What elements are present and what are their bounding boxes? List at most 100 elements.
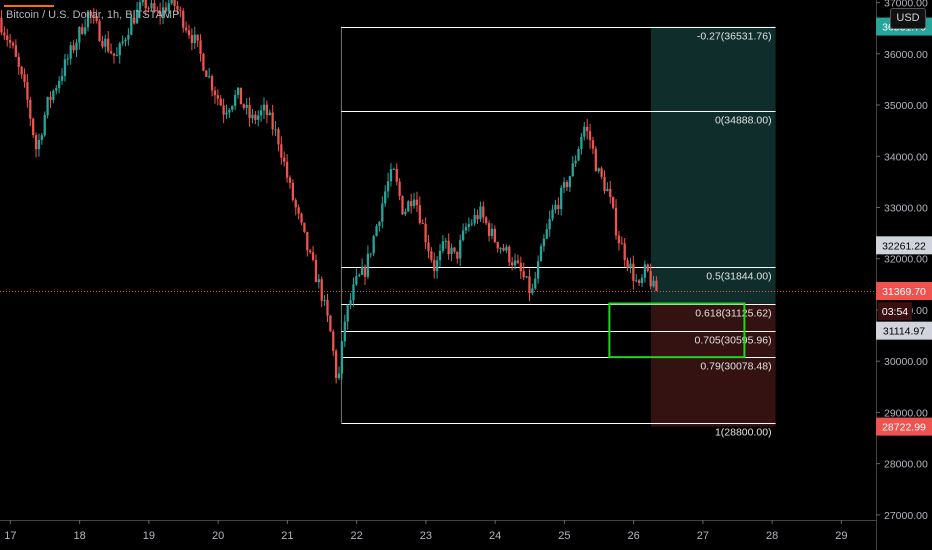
candle-body — [182, 10, 185, 28]
candle-body — [363, 266, 367, 277]
candle-body — [23, 74, 26, 83]
candle-body — [0, 17, 3, 33]
candle-body — [482, 206, 485, 218]
candle-body — [366, 253, 370, 277]
candle-body — [404, 211, 407, 215]
candle-body — [502, 247, 505, 251]
candle-body — [398, 181, 401, 196]
candle-body — [187, 30, 191, 36]
fib-level-label: 0.705(30595.96) — [695, 335, 772, 347]
candle-body — [410, 201, 413, 206]
candle-body — [386, 181, 390, 192]
candle-body — [453, 247, 456, 252]
currency-button[interactable]: USD — [890, 8, 926, 29]
candle-body — [461, 230, 465, 240]
candle-body — [597, 168, 600, 172]
buy-zone-box — [608, 302, 746, 359]
candle-body — [352, 284, 355, 301]
candle-body — [257, 115, 260, 120]
candle-body — [632, 263, 635, 281]
candle-body — [98, 21, 101, 42]
candle-body — [46, 97, 49, 116]
x-tick-label: 17 — [4, 530, 16, 542]
x-tick-label: 25 — [558, 530, 570, 542]
x-tick-label: 28 — [766, 530, 778, 542]
candle-body — [545, 229, 548, 239]
candle-body — [346, 305, 349, 322]
candle-body — [3, 32, 6, 36]
candle-body — [248, 104, 251, 119]
candle-body — [81, 27, 84, 34]
candle-body — [124, 39, 127, 42]
candle-body — [603, 176, 606, 192]
candle-body — [534, 278, 537, 289]
candle-body — [6, 35, 9, 40]
y-tick-label: 33000.00 — [884, 202, 928, 214]
candle-body — [551, 209, 554, 220]
candle-body — [588, 131, 592, 141]
candle-body — [562, 182, 566, 188]
candle-body — [392, 168, 395, 170]
candle-body — [643, 264, 647, 278]
candle-body — [568, 176, 572, 188]
candle-body — [294, 200, 297, 208]
candle-body — [444, 240, 447, 242]
candle-body — [306, 231, 309, 251]
candle-body — [412, 199, 416, 206]
candle-body — [127, 34, 130, 40]
candle-body — [245, 104, 248, 108]
candle-body — [268, 112, 271, 116]
candle-body — [280, 144, 283, 158]
candle-body — [11, 42, 15, 46]
candle-body — [179, 9, 182, 11]
candle-body — [274, 129, 277, 131]
candle-body — [583, 126, 586, 137]
candle-body — [219, 98, 222, 106]
candle-body — [459, 239, 462, 259]
candle-body — [231, 105, 234, 110]
candle-body — [95, 16, 98, 22]
candle-body — [164, 7, 168, 12]
candle-body — [285, 161, 289, 178]
candle-body — [407, 201, 410, 212]
candle-body — [314, 259, 318, 283]
candle-body — [112, 53, 116, 56]
candle-body — [340, 341, 344, 374]
candle-body — [531, 288, 534, 294]
candle-body — [620, 243, 623, 245]
candle-body — [522, 271, 525, 278]
x-tick-label: 26 — [628, 530, 640, 542]
candle-body — [34, 135, 38, 150]
candle-body — [66, 58, 69, 60]
candle-body — [337, 373, 341, 379]
candle-body — [222, 105, 225, 115]
candle-body — [508, 246, 511, 263]
candle-body — [283, 157, 286, 162]
price-axis — [876, 0, 932, 550]
candle-body — [150, 3, 153, 9]
candle-body — [291, 182, 295, 201]
price-tag-label: 31114.97 — [883, 326, 925, 338]
candle-body — [389, 169, 393, 182]
y-tick-label: 35000.00 — [884, 100, 928, 112]
candle-body — [300, 213, 303, 223]
candle-body — [629, 263, 632, 268]
candle-body — [236, 87, 240, 95]
candle-body — [265, 104, 269, 116]
candle-body — [591, 140, 595, 149]
y-tick-label: 28000.00 — [884, 459, 928, 471]
x-tick-label: 22 — [351, 530, 363, 542]
fib-level-label: 0.618(31125.62) — [695, 308, 771, 320]
candle-body — [649, 270, 652, 287]
candle-body — [320, 279, 323, 301]
y-tick-label: 29000.00 — [884, 407, 928, 419]
candle-body — [433, 259, 436, 272]
candle-body — [60, 76, 64, 81]
candle-body — [52, 90, 55, 100]
candle-body — [557, 204, 560, 210]
fib-level-label: -0.27(36531.76) — [697, 31, 772, 43]
candle-body — [525, 276, 528, 278]
candle-body — [118, 43, 121, 56]
candle-body — [170, 0, 173, 4]
